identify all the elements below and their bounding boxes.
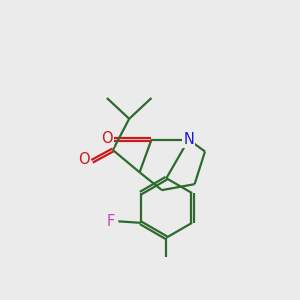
Text: O: O — [101, 130, 113, 146]
Text: O: O — [78, 152, 90, 167]
Text: N: N — [183, 132, 194, 147]
Text: F: F — [107, 214, 115, 229]
